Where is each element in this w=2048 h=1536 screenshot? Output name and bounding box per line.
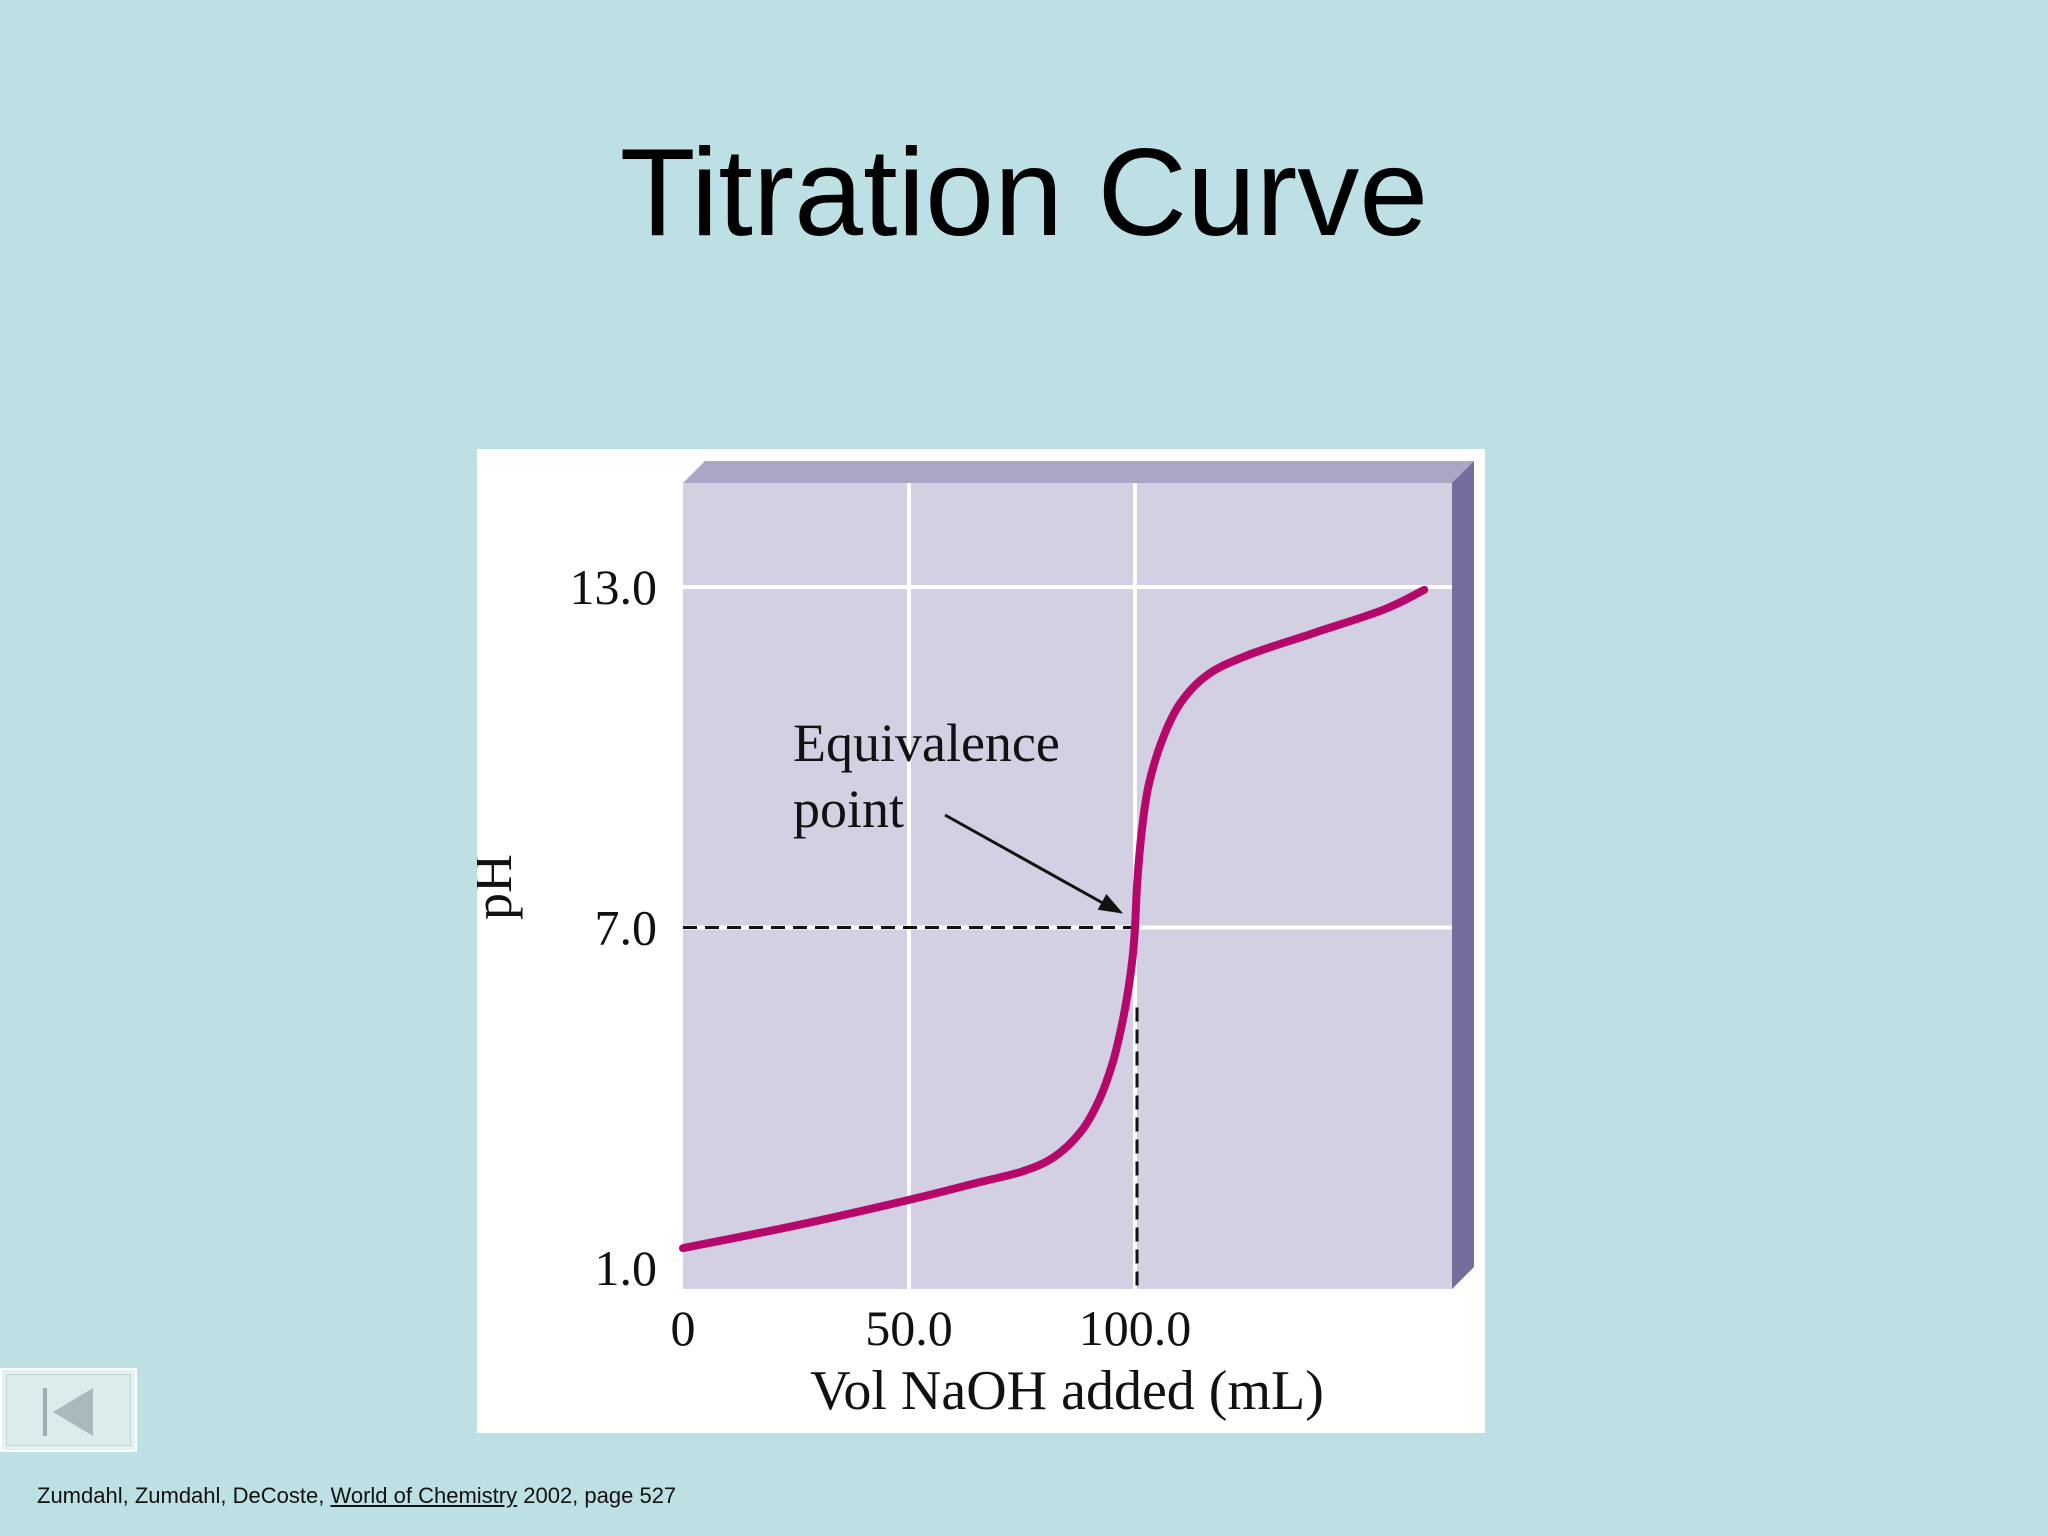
plot-box-side xyxy=(1452,461,1474,1289)
chart-svg: 1.0 7.0 13.0 0 50.0 100.0 Equivalence point V… xyxy=(477,461,1474,1422)
y-tick-label-1.0: 1.0 xyxy=(595,1240,658,1296)
citation-book-link[interactable]: World of Chemistry xyxy=(330,1483,518,1508)
annotation-arrow xyxy=(944,813,1110,908)
x-tick-label-50.0: 50.0 xyxy=(865,1300,953,1356)
annotation-equivalence-label: Equivalence xyxy=(793,713,1060,773)
x-tick-label-100.0: 100.0 xyxy=(1079,1300,1192,1356)
annotation-arrowhead xyxy=(1097,894,1123,914)
x-tick-label-0: 0 xyxy=(671,1300,696,1356)
y-axis-label: pH xyxy=(477,854,523,920)
citation-details: 2002, page 527 xyxy=(523,1483,677,1508)
plot-area xyxy=(683,483,1452,1289)
tick-labels: 1.0 7.0 13.0 0 50.0 100.0 xyxy=(570,559,1192,1356)
citation: Zumdahl, Zumdahl, DeCoste, World of Chem… xyxy=(37,1483,676,1509)
titration-chart: 1.0 7.0 13.0 0 50.0 100.0 Equivalence point V… xyxy=(477,449,1485,1433)
slide-title: Titration Curve xyxy=(619,124,1429,262)
y-tick-label-13.0: 13.0 xyxy=(570,559,658,615)
y-tick-label-7.0: 7.0 xyxy=(595,900,658,956)
citation-authors: Zumdahl, Zumdahl, DeCoste, xyxy=(37,1483,325,1508)
annotation-point-label: point xyxy=(793,779,904,839)
first-slide-button[interactable] xyxy=(0,1368,137,1452)
x-axis-label: Vol NaOH added (mL) xyxy=(810,1360,1324,1422)
equivalence-guides xyxy=(683,926,1139,1289)
plot-box-top xyxy=(683,461,1474,483)
skip-to-start-icon xyxy=(43,1388,93,1436)
titration-curve xyxy=(679,585,1429,1253)
